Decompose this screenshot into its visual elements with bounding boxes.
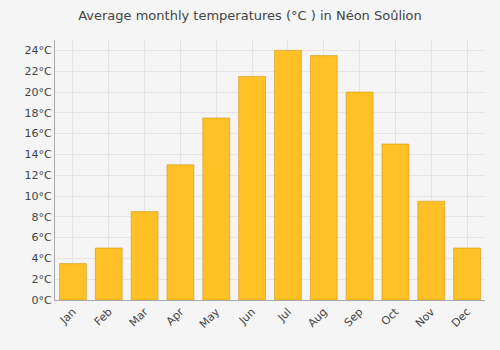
svg-text:May: May [197,305,223,331]
svg-text:Mar: Mar [127,305,151,329]
svg-text:12°C: 12°C [25,169,52,182]
svg-text:8°C: 8°C [32,211,52,224]
svg-text:Jan: Jan [57,306,79,328]
svg-text:18°C: 18°C [25,107,52,120]
svg-text:0°C: 0°C [32,294,52,307]
svg-text:Jun: Jun [236,305,258,327]
svg-text:22°C: 22°C [25,65,52,78]
svg-text:Feb: Feb [92,306,115,329]
svg-text:4°C: 4°C [32,252,52,265]
svg-text:Apr: Apr [164,305,187,328]
svg-text:Nov: Nov [413,305,438,330]
svg-text:2°C: 2°C [32,273,52,286]
svg-text:Dec: Dec [449,306,473,330]
svg-text:Oct: Oct [379,305,402,328]
svg-text:Jul: Jul [275,306,294,325]
svg-text:Average monthly temperatures (: Average monthly temperatures (°C ) in Né… [78,8,422,23]
svg-text:Sep: Sep [342,306,366,330]
svg-text:14°C: 14°C [25,148,52,161]
svg-text:24°C: 24°C [25,44,52,57]
svg-text:16°C: 16°C [25,127,52,140]
svg-text:Aug: Aug [305,306,329,330]
svg-text:10°C: 10°C [25,190,52,203]
svg-text:6°C: 6°C [32,231,52,244]
svg-text:20°C: 20°C [25,86,52,99]
